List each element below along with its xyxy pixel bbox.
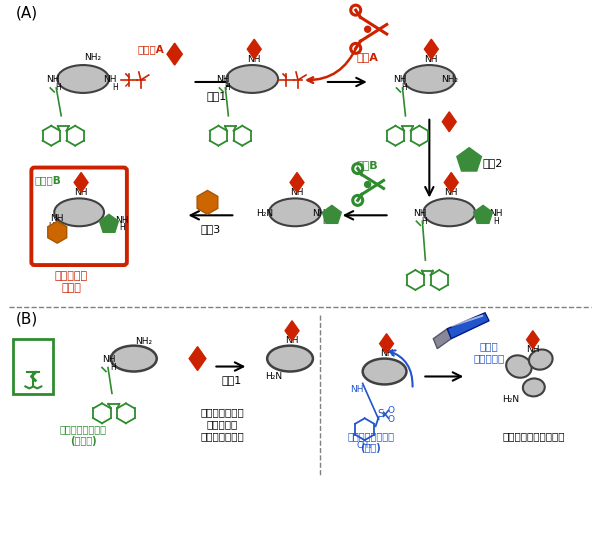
Circle shape [365, 182, 371, 188]
Ellipse shape [506, 355, 532, 378]
Text: H₂N: H₂N [266, 372, 283, 381]
Text: H: H [110, 363, 116, 372]
Polygon shape [189, 346, 206, 371]
Ellipse shape [57, 65, 109, 93]
Polygon shape [444, 173, 458, 192]
Text: NH₂: NH₂ [135, 337, 152, 346]
Ellipse shape [54, 199, 104, 226]
Text: H₂N: H₂N [257, 209, 274, 218]
Polygon shape [424, 39, 438, 59]
Ellipse shape [269, 199, 321, 226]
Text: NH: NH [285, 336, 299, 345]
Text: 外しやすい保護基: 外しやすい保護基 [59, 424, 107, 434]
Text: NH: NH [50, 214, 64, 223]
Text: (不安定): (不安定) [70, 436, 97, 446]
Text: NH: NH [312, 209, 326, 218]
Polygon shape [247, 39, 261, 59]
Text: 厳しい: 厳しい [479, 342, 499, 351]
Text: NH: NH [103, 75, 117, 85]
Polygon shape [457, 147, 481, 171]
Ellipse shape [362, 359, 406, 384]
Ellipse shape [226, 65, 278, 93]
Text: 外しにくい保護基: 外しにくい保護基 [347, 431, 394, 441]
Ellipse shape [403, 65, 455, 93]
Text: H: H [401, 84, 407, 92]
Text: (B): (B) [16, 311, 38, 326]
Text: (安定): (安定) [360, 443, 381, 453]
Text: NH: NH [526, 345, 539, 354]
Text: O: O [387, 406, 394, 415]
Text: H: H [119, 223, 125, 232]
Text: NH: NH [247, 54, 261, 64]
Ellipse shape [111, 345, 157, 371]
Polygon shape [322, 205, 341, 223]
Ellipse shape [267, 345, 313, 371]
Ellipse shape [529, 349, 553, 370]
Text: CH₃: CH₃ [357, 441, 373, 450]
Text: 別の化学反応で
外れやすい
望まない副反応: 別の化学反応で 外れやすい 望まない副反応 [200, 408, 244, 441]
Text: NH: NH [425, 54, 438, 64]
Text: H: H [322, 217, 328, 226]
Text: NH: NH [74, 188, 88, 197]
Text: NH: NH [380, 349, 394, 358]
Text: NH: NH [393, 75, 406, 85]
Circle shape [365, 26, 371, 32]
Text: 反応1: 反応1 [206, 91, 227, 101]
Polygon shape [100, 214, 118, 232]
Text: 反応1: 反応1 [221, 376, 241, 386]
Text: H: H [224, 84, 230, 92]
Text: NH: NH [215, 75, 229, 85]
Text: H: H [55, 84, 61, 92]
Polygon shape [167, 43, 182, 65]
Text: NH₂: NH₂ [85, 53, 101, 62]
Text: NH: NH [115, 216, 128, 225]
Text: 反応2: 反応2 [483, 157, 503, 168]
Text: 反応3: 反応3 [200, 224, 221, 234]
Text: H: H [493, 217, 499, 226]
Ellipse shape [523, 378, 545, 397]
Polygon shape [74, 173, 88, 192]
Polygon shape [48, 221, 67, 243]
Text: (A): (A) [16, 6, 38, 21]
Text: NH: NH [47, 75, 60, 85]
Polygon shape [285, 321, 299, 340]
Text: 合成したい
化合物: 合成したい 化合物 [55, 271, 88, 293]
Text: O: O [387, 415, 394, 424]
Polygon shape [527, 331, 539, 349]
Text: 望まない副反応・分解: 望まない副反応・分解 [503, 431, 565, 441]
Text: 脱保護条件: 脱保護条件 [473, 354, 505, 364]
Text: H: H [49, 222, 54, 231]
Text: NH: NH [413, 209, 426, 218]
Polygon shape [442, 112, 456, 132]
Text: 試薬B: 試薬B [357, 160, 379, 169]
Ellipse shape [424, 199, 475, 226]
Text: S: S [377, 409, 384, 419]
Polygon shape [197, 190, 218, 214]
Text: 保護基A: 保護基A [137, 44, 164, 54]
Text: H₂N: H₂N [502, 395, 520, 404]
Polygon shape [433, 329, 451, 349]
Polygon shape [380, 334, 394, 354]
Text: 試薬A: 試薬A [357, 52, 379, 62]
Text: NH: NH [445, 188, 458, 197]
Text: NH: NH [290, 188, 304, 197]
Text: 保護基B: 保護基B [35, 175, 62, 185]
Text: NH: NH [102, 355, 116, 364]
Text: NH: NH [350, 385, 364, 394]
Text: H: H [112, 84, 118, 92]
Polygon shape [290, 173, 304, 192]
Text: H: H [421, 217, 427, 226]
Text: NH₂: NH₂ [440, 75, 458, 85]
Polygon shape [447, 313, 489, 339]
Text: NH: NH [489, 209, 503, 218]
Polygon shape [473, 205, 493, 223]
